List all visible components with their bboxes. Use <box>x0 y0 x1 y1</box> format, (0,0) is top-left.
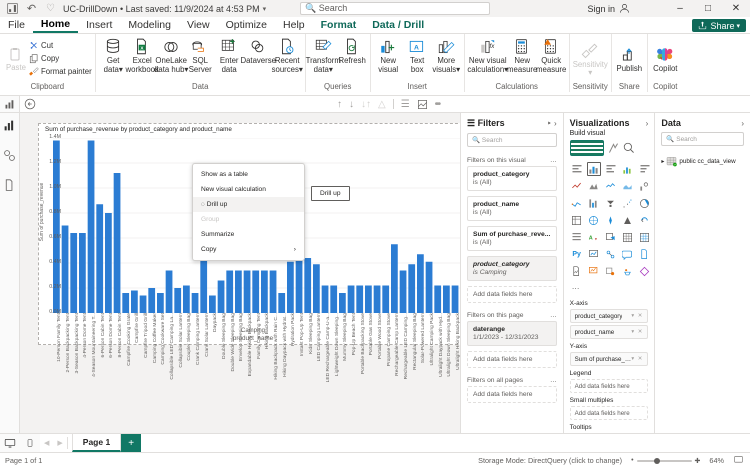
svg-text:A: A <box>414 44 419 51</box>
svg-text:A: A <box>589 235 593 241</box>
svg-text:fx: fx <box>489 43 495 50</box>
